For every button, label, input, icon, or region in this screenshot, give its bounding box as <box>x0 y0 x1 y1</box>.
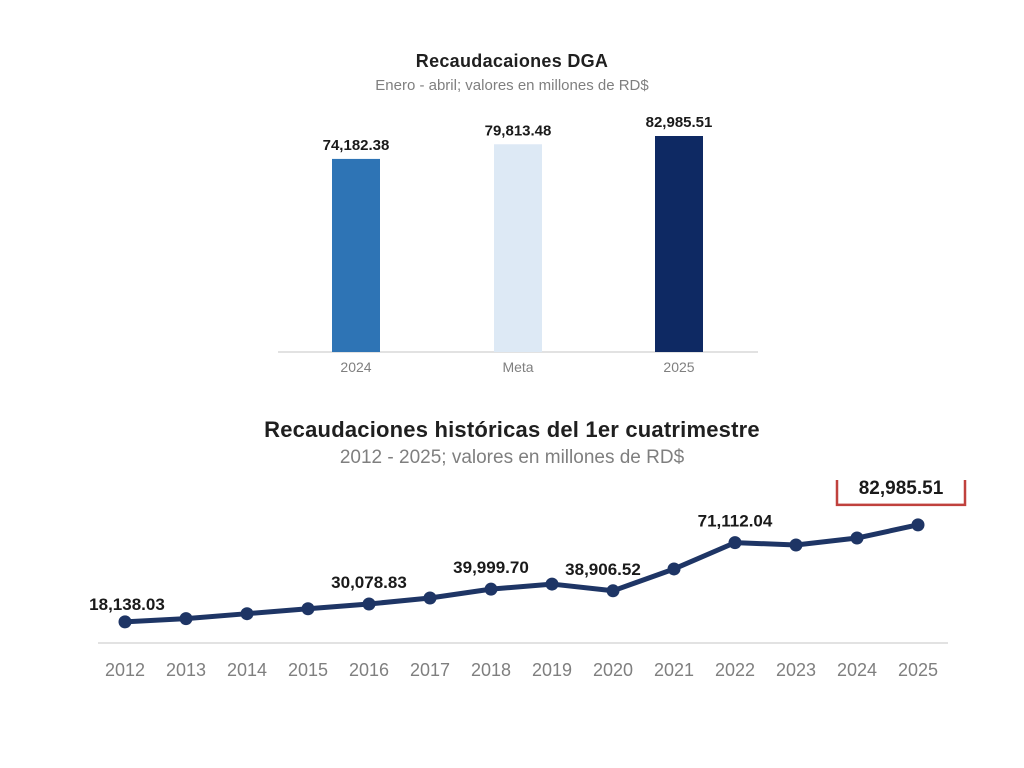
highlighted-value-label: 82,985.51 <box>859 480 944 499</box>
bar-category-label: 2025 <box>663 359 694 375</box>
bar-value-label: 82,985.51 <box>646 114 713 131</box>
x-tick-label: 2019 <box>532 660 572 680</box>
data-point-2023[interactable] <box>789 538 803 552</box>
x-tick-label: 2023 <box>776 660 816 680</box>
x-tick-label: 2014 <box>227 660 267 680</box>
bar-2025[interactable] <box>655 136 703 352</box>
point-value-label: 71,112.04 <box>698 512 773 531</box>
bar-meta[interactable] <box>494 144 542 352</box>
x-tick-label: 2022 <box>715 660 755 680</box>
point-value-label: 18,138.03 <box>89 595 165 614</box>
x-tick-label: 2020 <box>593 660 633 680</box>
data-point-2022[interactable] <box>728 536 742 550</box>
x-tick-label: 2017 <box>410 660 450 680</box>
x-tick-label: 2013 <box>166 660 206 680</box>
point-value-label: 30,078.83 <box>331 573 407 592</box>
bar-chart-title: Recaudacaiones DGA <box>415 51 609 71</box>
data-point-2019[interactable] <box>545 577 559 591</box>
data-point-2014[interactable] <box>240 607 254 621</box>
bar-2024[interactable] <box>332 158 380 352</box>
bar-category-label: 2024 <box>340 359 371 375</box>
data-point-2013[interactable] <box>179 612 193 626</box>
x-tick-label: 2015 <box>288 660 328 680</box>
data-point-2025[interactable] <box>911 518 925 532</box>
bar-value-label: 74,182.38 <box>323 137 390 154</box>
bar-chart-plot: 74,182.38 2024 79,813.48 Meta 82,985.51 2025 <box>278 114 758 375</box>
bar-chart-subtitle: Enero - abril; valores en millones de RD… <box>375 77 649 94</box>
x-tick-label: 2025 <box>898 660 938 680</box>
data-point-2018[interactable] <box>484 582 498 596</box>
point-value-label: 38,906.52 <box>565 560 641 579</box>
data-point-2024[interactable] <box>850 531 864 545</box>
x-tick-label: 2018 <box>471 660 511 680</box>
bar-category-label: Meta <box>502 359 533 375</box>
bar-value-label: 79,813.48 <box>485 122 552 139</box>
data-point-2021[interactable] <box>667 562 681 576</box>
data-point-2016[interactable] <box>362 597 376 611</box>
x-tick-label: 2024 <box>837 660 877 680</box>
point-value-label: 39,999.70 <box>453 558 529 577</box>
line-chart-title: Recaudaciones históricas del 1er cuatrim… <box>264 417 760 442</box>
line-chart-plot: 2012 18,138.03 2013 2014 2015 2016 30,078.83 20… <box>89 480 967 680</box>
revenue-line-series <box>122 522 921 625</box>
x-tick-label: 2016 <box>349 660 389 680</box>
data-point-2020[interactable] <box>606 584 620 598</box>
x-tick-label: 2021 <box>654 660 694 680</box>
data-point-2017[interactable] <box>423 591 437 605</box>
x-tick-label: 2012 <box>105 660 145 680</box>
data-point-2015[interactable] <box>301 602 315 616</box>
highlight-box <box>835 480 967 507</box>
data-point-2012[interactable] <box>118 615 132 629</box>
line-chart-subtitle: 2012 - 2025; valores en millones de RD$ <box>339 447 685 468</box>
